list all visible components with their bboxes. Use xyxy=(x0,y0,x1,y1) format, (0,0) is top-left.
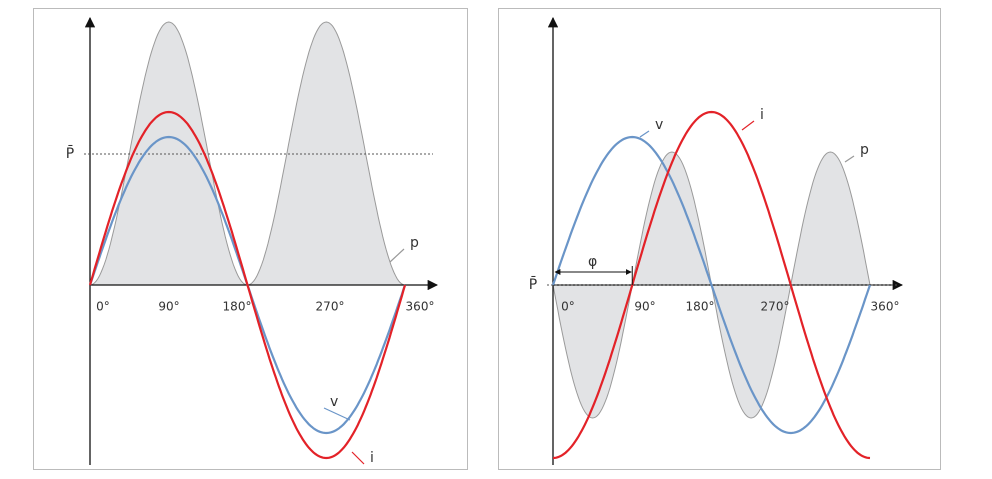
power-leader xyxy=(389,248,405,263)
voltage-label: v xyxy=(330,394,338,410)
average-label: P̄ xyxy=(66,144,74,162)
angle-label: 0° xyxy=(96,300,110,314)
angle-label: 180° xyxy=(223,300,252,314)
angle-label: 270° xyxy=(316,300,345,314)
power-label: p xyxy=(410,235,419,251)
panel: P̄ 0° 90° 180° 270° 360° p v i xyxy=(66,16,439,466)
power-leader xyxy=(844,155,855,163)
phase-label: φ xyxy=(588,254,597,270)
voltage-leader xyxy=(323,407,351,421)
voltage-curve xyxy=(551,135,872,435)
angle-label: 0° xyxy=(561,300,575,314)
power-label: p xyxy=(860,142,869,158)
current-leader xyxy=(351,451,365,465)
voltage-leader xyxy=(639,130,650,138)
angle-label: 360° xyxy=(406,300,435,314)
current-leader xyxy=(741,120,755,131)
voltage-label: v xyxy=(655,117,663,133)
angle-label: 90° xyxy=(634,300,655,314)
angle-label: 180° xyxy=(686,300,715,314)
current-curve xyxy=(552,110,871,460)
current-label: i xyxy=(370,450,374,466)
panel-frame xyxy=(498,8,941,470)
panel: P̄ 0° 90° 180° 270° 360° p v i φ xyxy=(529,16,904,465)
current-curve xyxy=(88,110,407,460)
average-label: P̄ xyxy=(529,275,537,293)
panel-frame xyxy=(33,8,468,470)
current-label: i xyxy=(760,107,764,123)
angle-label: 360° xyxy=(871,300,900,314)
angle-label: 270° xyxy=(761,300,790,314)
angle-label: 90° xyxy=(158,300,179,314)
